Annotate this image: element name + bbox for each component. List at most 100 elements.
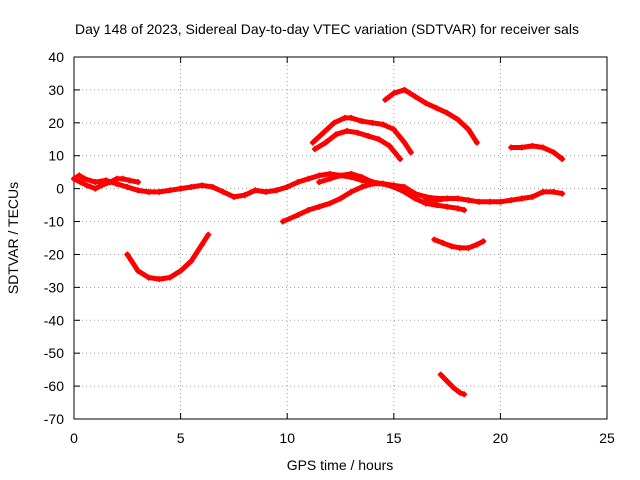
y-tick-label: 10 bbox=[48, 148, 64, 164]
data-point bbox=[284, 183, 291, 190]
data-point bbox=[166, 187, 173, 194]
y-tick-label: 0 bbox=[56, 181, 64, 197]
series-arc-1 bbox=[71, 170, 566, 205]
data-point bbox=[354, 129, 361, 136]
data-point bbox=[316, 172, 323, 179]
data-point bbox=[76, 172, 83, 179]
data-point bbox=[412, 195, 419, 202]
data-point bbox=[145, 188, 152, 195]
data-point bbox=[188, 183, 195, 190]
series-arc-10 bbox=[431, 236, 487, 251]
data-point bbox=[433, 197, 440, 204]
series-arc-11 bbox=[437, 371, 468, 398]
data-point bbox=[448, 243, 455, 250]
data-point bbox=[145, 274, 152, 281]
data-point bbox=[444, 378, 451, 385]
data-point bbox=[177, 267, 184, 274]
data-point bbox=[390, 183, 397, 190]
series-arc-9 bbox=[508, 142, 566, 163]
y-axis-label: SDTVAR / TECUs bbox=[5, 182, 21, 294]
series-arc-8 bbox=[382, 86, 480, 146]
data-point bbox=[497, 198, 504, 205]
data-point bbox=[205, 231, 212, 238]
data-point bbox=[529, 193, 536, 200]
data-point bbox=[382, 96, 389, 103]
y-tick-label: -50 bbox=[44, 345, 64, 361]
y-tick-label: -70 bbox=[44, 411, 64, 427]
data-point bbox=[333, 131, 340, 138]
data-point bbox=[456, 244, 463, 251]
data-point bbox=[279, 218, 286, 225]
data-point bbox=[81, 175, 88, 182]
data-point bbox=[439, 239, 446, 246]
data-point bbox=[518, 195, 525, 202]
data-point bbox=[134, 179, 141, 186]
data-point bbox=[305, 207, 312, 214]
data-point bbox=[156, 188, 163, 195]
data-point bbox=[198, 182, 205, 189]
data-point bbox=[92, 185, 99, 192]
data-point bbox=[401, 139, 408, 146]
grid bbox=[74, 57, 607, 419]
data-point bbox=[337, 195, 344, 202]
data-point bbox=[540, 188, 547, 195]
data-point bbox=[156, 276, 163, 283]
data-point bbox=[209, 183, 216, 190]
data-point bbox=[476, 198, 483, 205]
data-point bbox=[486, 198, 493, 205]
data-point bbox=[390, 90, 397, 97]
y-tick-label: 30 bbox=[48, 82, 64, 98]
data-series bbox=[71, 86, 566, 398]
data-point bbox=[177, 185, 184, 192]
data-point bbox=[309, 139, 316, 146]
data-point bbox=[465, 126, 472, 133]
data-point bbox=[348, 188, 355, 195]
data-point bbox=[465, 244, 472, 251]
data-point bbox=[83, 182, 90, 189]
data-point bbox=[559, 190, 566, 197]
data-point bbox=[444, 195, 451, 202]
data-point bbox=[124, 251, 131, 258]
data-point bbox=[220, 188, 227, 195]
data-point bbox=[369, 179, 376, 186]
series-line bbox=[71, 171, 565, 205]
data-point bbox=[326, 200, 333, 207]
data-point bbox=[358, 183, 365, 190]
data-point bbox=[529, 142, 536, 149]
data-point bbox=[252, 187, 259, 194]
data-point bbox=[107, 179, 114, 186]
data-point bbox=[311, 146, 318, 153]
data-point bbox=[431, 236, 438, 243]
data-point bbox=[450, 384, 457, 391]
data-point bbox=[461, 391, 468, 398]
data-point bbox=[422, 100, 429, 107]
y-tick-label: -40 bbox=[44, 312, 64, 328]
data-point bbox=[390, 126, 397, 133]
series-line bbox=[71, 176, 141, 192]
x-axis-label: GPS time / hours bbox=[287, 457, 394, 473]
data-point bbox=[401, 188, 408, 195]
series-line bbox=[124, 232, 211, 282]
data-point bbox=[454, 116, 461, 123]
y-tick-label: -60 bbox=[44, 378, 64, 394]
series-arc-5 bbox=[309, 114, 414, 156]
x-tick-label: 25 bbox=[599, 430, 615, 446]
data-point bbox=[358, 174, 365, 181]
series-line bbox=[382, 87, 480, 146]
data-point bbox=[273, 187, 280, 194]
data-point bbox=[559, 156, 566, 163]
data-point bbox=[444, 109, 451, 116]
y-tick-label: 20 bbox=[48, 115, 64, 131]
series-arc-2 bbox=[71, 175, 141, 192]
data-point bbox=[326, 175, 333, 182]
data-point bbox=[518, 144, 525, 151]
data-point bbox=[461, 207, 468, 214]
data-point bbox=[456, 389, 463, 396]
data-point bbox=[365, 132, 372, 139]
data-point bbox=[358, 118, 365, 125]
series-arc-7 bbox=[316, 170, 376, 186]
data-point bbox=[437, 371, 444, 378]
data-point bbox=[454, 195, 461, 202]
data-point bbox=[473, 139, 480, 146]
data-point bbox=[380, 180, 387, 187]
